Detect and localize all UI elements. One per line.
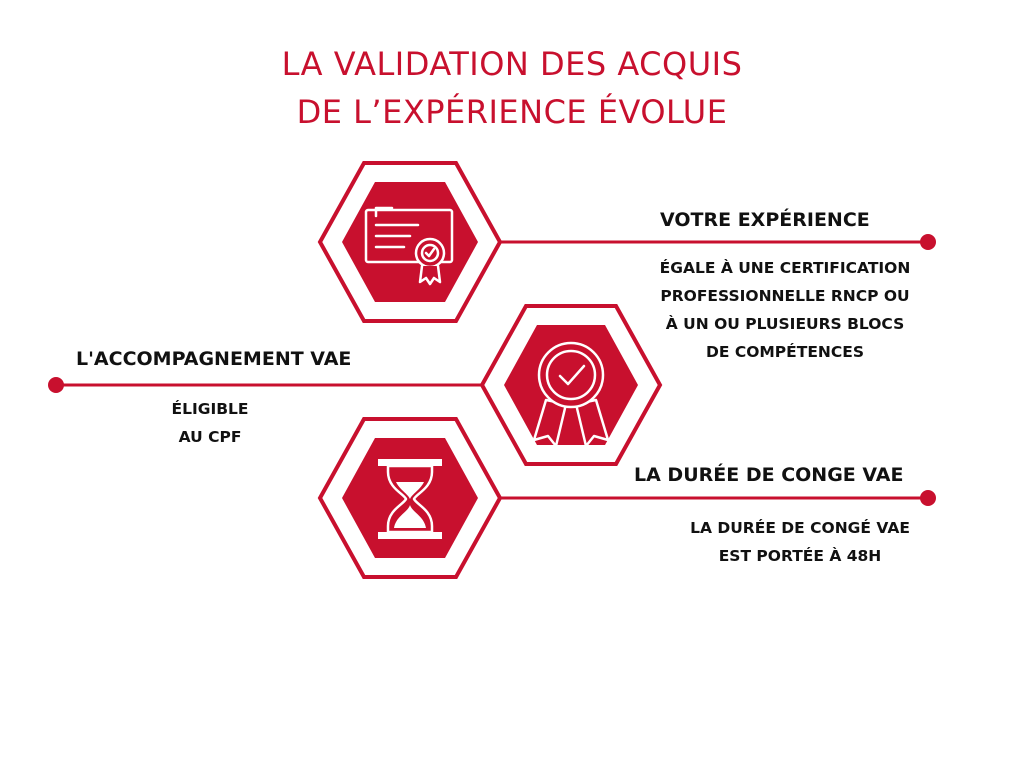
description-line: AU CPF <box>178 428 242 446</box>
heading-duree-conge-vae: LA DURÉE DE CONGE VAE <box>634 464 904 486</box>
connector-dot-2 <box>48 377 64 393</box>
description-line: PROFESSIONNELLE RNCP OU <box>660 287 910 305</box>
description-duree-conge-vae: LA DURÉE DE CONGÉ VAE EST PORTÉE À 48H <box>650 514 950 570</box>
page-title-line-2: DE L’EXPÉRIENCE ÉVOLUE <box>296 93 728 131</box>
hexagon-award <box>479 304 663 466</box>
description-line: DE COMPÉTENCES <box>705 343 865 361</box>
certificate-icon <box>364 206 454 286</box>
hourglass-icon <box>378 459 442 539</box>
connector-dot-1 <box>920 234 936 250</box>
hexagon-certificate <box>317 161 503 323</box>
heading-votre-experience: VOTRE EXPÉRIENCE <box>660 209 870 231</box>
description-votre-experience: ÉGALE À UNE CERTIFICATION PROFESSIONNELL… <box>620 254 950 366</box>
award-ribbon-icon <box>532 341 610 448</box>
description-line: LA DURÉE DE CONGÉ VAE <box>690 519 910 537</box>
connector-dot-3 <box>920 490 936 506</box>
hexagon-hourglass <box>317 417 503 579</box>
description-line: ÉLIGIBLE <box>171 400 249 418</box>
description-line: À UN OU PLUSIEURS BLOCS <box>665 315 905 333</box>
description-line: ÉGALE À UNE CERTIFICATION <box>659 259 911 277</box>
page-title-line-1: LA VALIDATION DES ACQUIS <box>281 45 743 83</box>
description-accompagnement-vae: ÉLIGIBLE AU CPF <box>140 395 280 451</box>
heading-accompagnement-vae: L'ACCOMPAGNEMENT VAE <box>76 348 352 370</box>
connector-lines <box>48 234 936 506</box>
description-line: EST PORTÉE À 48H <box>718 547 882 565</box>
